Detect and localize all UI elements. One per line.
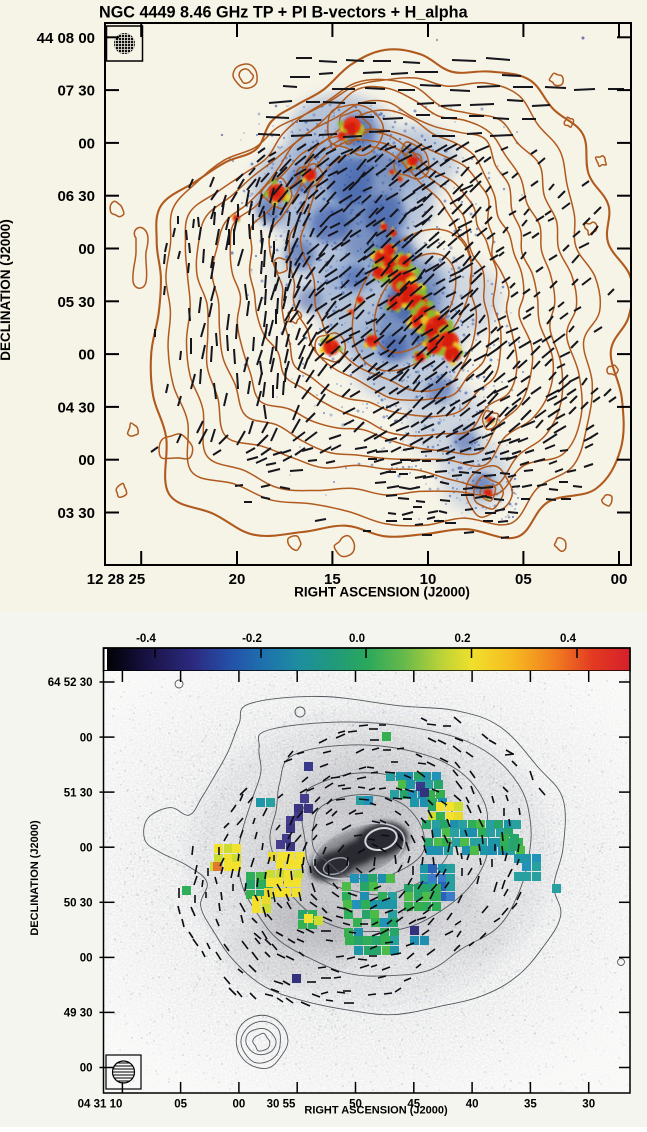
svg-text:0.0: 0.0 <box>349 633 365 645</box>
svg-text:00: 00 <box>78 452 95 469</box>
svg-text:44 08 00: 44 08 00 <box>37 30 95 47</box>
svg-text:20: 20 <box>229 571 246 588</box>
svg-text:-0.4: -0.4 <box>136 633 156 645</box>
svg-text:RIGHT ASCENSION (J2000): RIGHT ASCENSION (J2000) <box>294 585 470 600</box>
svg-text:06 30: 06 30 <box>57 188 95 205</box>
svg-text:00: 00 <box>611 571 628 588</box>
svg-text:07 30: 07 30 <box>57 83 95 100</box>
svg-text:0.2: 0.2 <box>455 633 471 645</box>
svg-text:DECLINATION (J2000): DECLINATION (J2000) <box>0 219 13 361</box>
svg-text:03 30: 03 30 <box>57 505 95 522</box>
svg-text:00: 00 <box>78 241 95 258</box>
svg-text:NGC 4449 8.46 GHz TP + PI B-ve: NGC 4449 8.46 GHz TP + PI B-vectors + H_… <box>99 4 469 22</box>
svg-text:0.4: 0.4 <box>560 633 577 645</box>
svg-text:12 28 25: 12 28 25 <box>87 571 145 588</box>
svg-text:05 30: 05 30 <box>57 294 95 311</box>
svg-text:-0.2: -0.2 <box>242 633 262 645</box>
svg-text:04 30: 04 30 <box>57 399 95 416</box>
svg-text:00: 00 <box>78 347 95 364</box>
svg-text:00: 00 <box>78 135 95 152</box>
svg-text:05: 05 <box>515 571 532 588</box>
